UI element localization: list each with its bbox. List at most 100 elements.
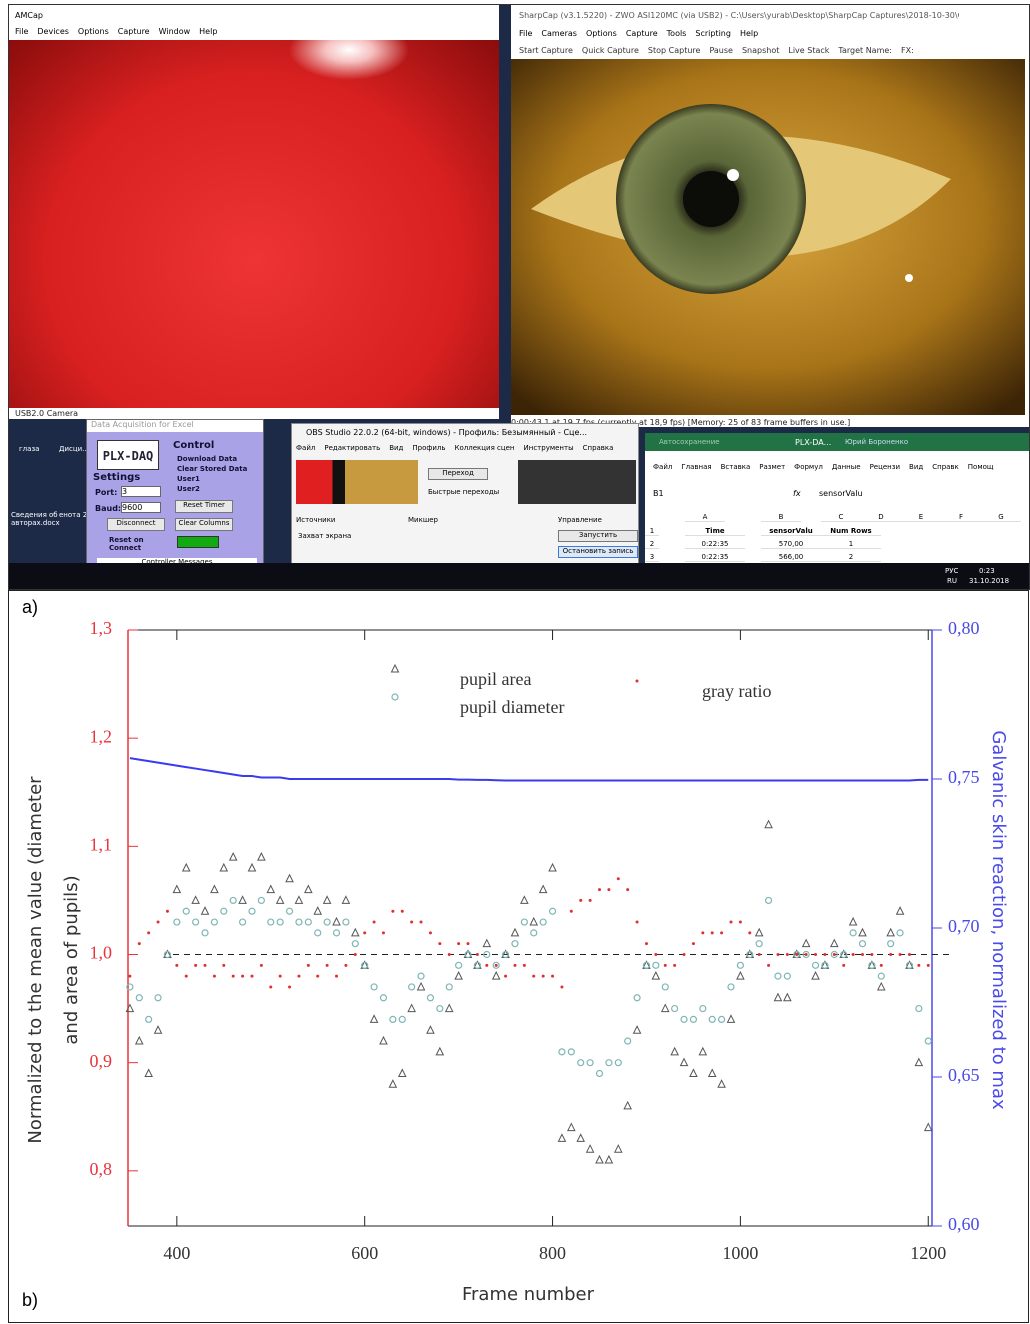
dot-point — [833, 953, 836, 956]
button[interactable]: Clear Columns — [175, 518, 233, 531]
cell[interactable]: 566,00 — [761, 553, 821, 562]
circle-point — [653, 962, 659, 968]
cell[interactable]: G — [981, 513, 1021, 522]
item[interactable]: Help — [740, 29, 758, 38]
item[interactable]: Cameras — [541, 29, 577, 38]
item[interactable]: Размет — [759, 463, 785, 471]
item[interactable]: Данные — [832, 463, 861, 471]
item[interactable]: Главная — [681, 463, 711, 471]
item[interactable]: Редактировать — [324, 444, 380, 452]
cell[interactable]: sensorValu — [761, 527, 821, 536]
dot-point — [316, 975, 319, 978]
cell[interactable]: Num Rows — [821, 527, 881, 536]
dropdown[interactable]: 9600 — [121, 502, 161, 513]
cell[interactable]: B — [761, 513, 801, 522]
item[interactable]: Pause — [709, 46, 733, 55]
button[interactable]: Disconnect — [107, 518, 165, 531]
source-item[interactable]: Захват экрана — [298, 532, 351, 540]
dot-point — [636, 921, 639, 924]
cell[interactable]: 0:22:35 — [685, 540, 745, 549]
item[interactable]: Вставка — [721, 463, 751, 471]
item[interactable]: Инструменты — [524, 444, 574, 452]
triangle-point — [784, 994, 791, 1001]
item[interactable]: Вид — [389, 444, 403, 452]
menu-bar: File Cameras Options Capture Tools Scripting H… — [519, 29, 767, 38]
checkbox[interactable]: Reset on Connect — [109, 536, 159, 552]
cell[interactable]: 1 — [821, 540, 881, 549]
item[interactable]: Scripting — [695, 29, 731, 38]
item[interactable]: Snapshot — [742, 46, 779, 55]
circle-point — [174, 919, 180, 925]
dot-point — [504, 975, 507, 978]
item[interactable]: Live Stack — [788, 46, 829, 55]
item[interactable]: Options — [586, 29, 617, 38]
circle-point — [258, 897, 264, 903]
item[interactable]: File — [519, 29, 532, 38]
dot-point — [495, 964, 498, 967]
desktop-icon: енота 23.05.1... — [59, 511, 89, 519]
cell[interactable]: Time — [685, 527, 745, 536]
item[interactable]: Help — [199, 27, 217, 36]
item[interactable]: Capture — [626, 29, 658, 38]
circle-point — [531, 930, 537, 936]
item[interactable]: Options — [78, 27, 109, 36]
dot-point — [664, 964, 667, 967]
triangle-point — [483, 940, 490, 947]
cell[interactable]: 0:22:35 — [685, 553, 745, 562]
dot-point — [927, 964, 930, 967]
item[interactable]: Quick Capture — [582, 46, 639, 55]
dropdown[interactable]: 3 — [121, 486, 161, 497]
item[interactable]: Start Capture — [519, 46, 573, 55]
item[interactable]: Вид — [909, 463, 923, 471]
cell[interactable]: A — [685, 513, 725, 522]
item[interactable]: Рецензи — [870, 463, 900, 471]
item[interactable]: User2 — [177, 484, 247, 494]
item[interactable]: Devices — [37, 27, 69, 36]
item[interactable]: Формул — [794, 463, 823, 471]
cell[interactable]: 2 — [821, 553, 881, 562]
triangle-point — [286, 875, 293, 882]
button[interactable]: Reset Timer — [175, 500, 233, 513]
item[interactable]: Target Name: — [838, 46, 892, 55]
button[interactable]: Остановить запись — [558, 546, 638, 558]
button[interactable]: Запустить трансляцию — [558, 530, 638, 542]
circle-point — [183, 908, 189, 914]
cell[interactable]: 3 — [645, 553, 659, 562]
circle-point — [521, 919, 527, 925]
item[interactable]: User1 — [177, 474, 247, 484]
y-tick-label: 0,8 — [90, 1159, 113, 1179]
item[interactable]: Window — [159, 27, 191, 36]
item[interactable]: Профиль — [412, 444, 445, 452]
cell[interactable]: 2 — [645, 540, 659, 549]
item[interactable]: Download Data — [177, 454, 247, 464]
triangle-point — [392, 665, 399, 672]
item[interactable]: Clear Stored Data — [177, 464, 247, 474]
item[interactable]: Помощ — [968, 463, 994, 471]
item[interactable]: File — [15, 27, 28, 36]
cell[interactable]: 570,00 — [761, 540, 821, 549]
item[interactable]: Коллекция сцен — [455, 444, 515, 452]
item[interactable]: Файл — [296, 444, 315, 452]
cell[interactable]: C — [821, 513, 861, 522]
button[interactable]: Переход — [428, 468, 488, 480]
dot-point — [391, 910, 394, 913]
dot-point — [701, 931, 704, 934]
item[interactable]: Справка — [583, 444, 614, 452]
item[interactable]: Capture — [118, 27, 150, 36]
cell[interactable]: D — [861, 513, 901, 522]
circle-point — [672, 1006, 678, 1012]
cell[interactable]: F — [941, 513, 981, 522]
circle-point — [756, 941, 762, 947]
cell[interactable]: E — [901, 513, 941, 522]
dot-point — [269, 985, 272, 988]
item[interactable]: FX: — [901, 46, 914, 55]
item[interactable]: Файл — [653, 463, 672, 471]
dot-point — [288, 985, 291, 988]
item[interactable]: Справк — [932, 463, 959, 471]
cell[interactable]: 1 — [645, 527, 659, 536]
circle-point — [249, 908, 255, 914]
item[interactable]: Stop Capture — [648, 46, 701, 55]
user-name: Юрий Бороненко — [845, 438, 908, 446]
item[interactable]: Tools — [667, 29, 687, 38]
